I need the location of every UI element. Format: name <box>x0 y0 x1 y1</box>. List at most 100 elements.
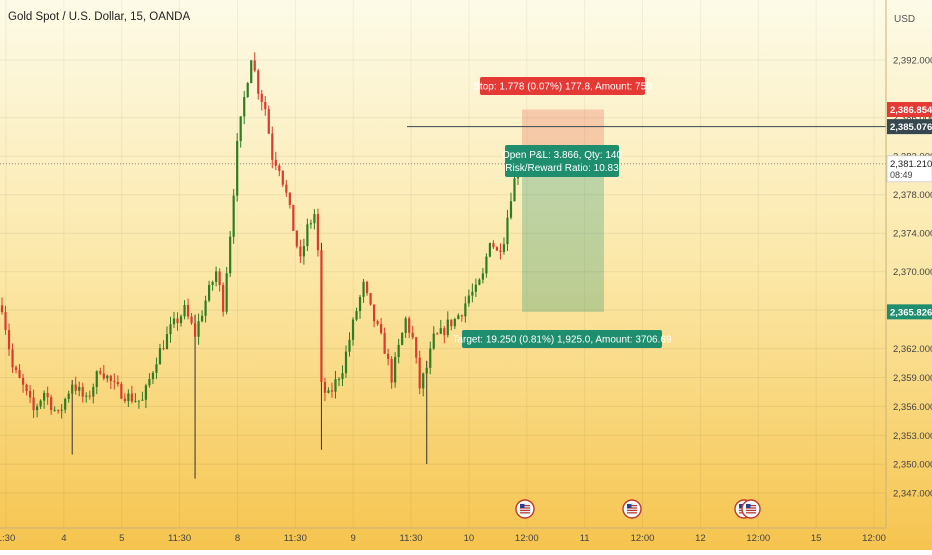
x-tick-label: 11:30 <box>400 533 423 544</box>
x-tick-label: 9 <box>351 533 356 544</box>
candle-body <box>106 375 109 379</box>
candle-body <box>257 70 260 94</box>
candle-body <box>271 133 274 160</box>
x-tick-label: 12:00 <box>631 533 655 544</box>
x-tick-label: 10 <box>464 533 475 544</box>
candle-body <box>330 390 334 392</box>
candle-body <box>81 387 84 397</box>
candle-body <box>116 381 119 385</box>
candle-body <box>408 318 411 333</box>
candle-body <box>53 409 56 411</box>
price-badge-text: 2,385.076 <box>890 122 932 133</box>
candle-body <box>130 393 133 402</box>
candle-body <box>197 321 200 337</box>
event-stripe <box>627 507 637 509</box>
candle-body <box>215 271 218 283</box>
candle-body <box>474 284 477 292</box>
candle-body <box>380 324 383 334</box>
candle-body <box>327 390 330 393</box>
candle-body <box>4 312 7 331</box>
candle-body <box>292 204 295 231</box>
currency-label: USD <box>894 14 915 25</box>
candle-body <box>176 318 179 324</box>
y-tick-label: 2,374.000 <box>893 229 932 240</box>
candle-body <box>492 243 495 248</box>
event-stripe <box>746 509 756 511</box>
candle-body <box>418 357 421 389</box>
price-badge-bg <box>887 304 932 320</box>
candle-body <box>288 192 291 205</box>
target-label: Target: 19.250 (0.81%) 1,925.0, Amount: … <box>452 330 672 348</box>
event-stripe <box>520 509 530 511</box>
candle-body <box>320 250 323 382</box>
candle-body <box>186 304 190 317</box>
candle-body <box>436 333 439 335</box>
candle-body <box>429 348 432 368</box>
candle-body <box>148 379 151 386</box>
us-flag-event-icon[interactable] <box>622 499 642 519</box>
candle-body <box>67 393 70 399</box>
candle-body <box>506 217 509 245</box>
candle-body <box>323 381 327 393</box>
event-stripe <box>627 505 637 507</box>
candle-body <box>450 319 453 327</box>
candle-body <box>232 195 235 237</box>
price-badge-bg <box>886 155 932 183</box>
price-badge-text: 2,365.826 <box>890 307 932 318</box>
stop-label: Stop: 1.778 (0.07%) 177.8, Amount: 750 <box>473 77 652 95</box>
price-badge-bg <box>887 102 932 118</box>
candle-body <box>204 300 207 316</box>
event-canton <box>627 504 632 508</box>
candle-body <box>401 332 404 345</box>
y-tick-label: 2,370.000 <box>893 267 932 278</box>
candle-body <box>211 282 214 285</box>
candle-body <box>183 304 186 317</box>
us-flag-event-icon[interactable] <box>741 499 761 519</box>
event-canton <box>746 504 751 508</box>
y-tick-label: 2,386.000 <box>893 113 932 124</box>
x-tick-label: 12:00 <box>746 533 770 544</box>
candle-body <box>365 281 369 294</box>
candle-body <box>39 400 42 407</box>
candle-body <box>397 344 400 357</box>
candle-body <box>264 101 267 110</box>
candle-body <box>499 250 502 252</box>
candle-body <box>376 321 379 325</box>
candle-body <box>155 364 158 373</box>
candle-body <box>295 230 298 247</box>
candle-body <box>478 279 481 285</box>
candle-body <box>243 97 246 117</box>
candle-body <box>306 224 309 247</box>
candle-body <box>281 170 284 185</box>
event-canton <box>520 504 525 508</box>
candle-body <box>18 370 21 378</box>
candle-body <box>348 339 351 352</box>
chart-title: Gold Spot / U.S. Dollar, 15, OANDA <box>8 11 190 23</box>
x-tick-label: 5 <box>119 533 124 544</box>
candle-body <box>457 315 460 319</box>
candle-body <box>302 246 305 257</box>
risk-reward-text: Risk/Reward Ratio: 10.83 <box>505 163 619 174</box>
y-tick-label: 2,356.000 <box>893 402 932 413</box>
event-stripe <box>520 512 530 514</box>
candle-body <box>236 141 239 196</box>
candle-body <box>92 387 95 397</box>
candle-body <box>200 315 204 322</box>
candle-body <box>78 387 81 391</box>
target-label-bg <box>462 330 662 348</box>
candle-body <box>85 395 88 397</box>
candle-body <box>267 109 270 134</box>
candle-body <box>0 305 4 313</box>
us-flag-event-icon[interactable] <box>515 499 535 519</box>
event-stripe <box>520 507 530 509</box>
candle-body <box>179 316 183 324</box>
candle-body <box>334 379 337 392</box>
candle-body <box>316 214 320 251</box>
y-tick-label: 2,353.000 <box>893 431 932 442</box>
take-profit-zone <box>522 163 604 312</box>
y-tick-label: 2,350.000 <box>893 460 932 471</box>
candle-body <box>14 367 18 371</box>
event-stripe <box>746 507 756 509</box>
